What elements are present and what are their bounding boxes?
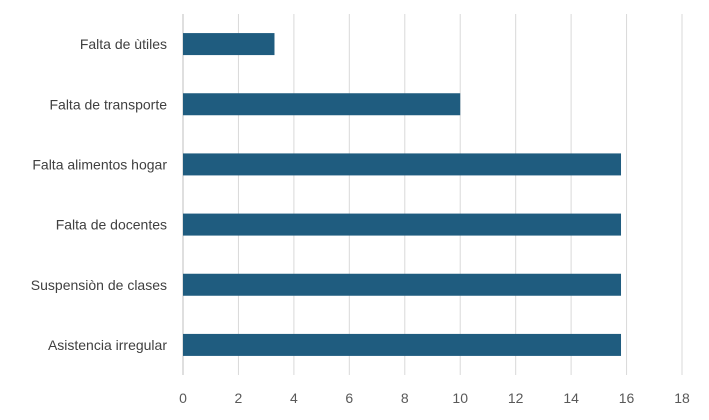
x-tick-labels: 0 2 4 6 8 10 12 14 16 18	[179, 390, 690, 406]
x-tick-label-4: 4	[290, 390, 298, 406]
category-label-3: Falta de docentes	[56, 217, 167, 233]
bar-5	[183, 333, 622, 356]
x-tick-label-12: 12	[508, 390, 524, 406]
bar-2	[183, 153, 622, 176]
category-label-4: Suspensiòn de clases	[31, 277, 167, 293]
x-tick-label-6: 6	[345, 390, 353, 406]
x-tick-label-0: 0	[179, 390, 187, 406]
category-label-2: Falta alimentos hogar	[32, 156, 167, 172]
bar-0	[183, 33, 275, 56]
x-tick-label-2: 2	[235, 390, 243, 406]
category-labels: Falta de ùtiles Falta de transporte Falta …	[31, 36, 168, 353]
bars	[183, 33, 622, 356]
category-label-5: Asistencia irregular	[48, 337, 167, 353]
bar-3	[183, 213, 622, 236]
x-tick-label-8: 8	[401, 390, 409, 406]
x-tick-label-16: 16	[619, 390, 635, 406]
x-tick-label-10: 10	[452, 390, 468, 406]
x-tick-label-18: 18	[674, 390, 690, 406]
gridlines	[182, 14, 683, 375]
category-label-0: Falta de ùtiles	[80, 36, 167, 52]
x-tick-label-14: 14	[563, 390, 579, 406]
category-label-1: Falta de transporte	[49, 96, 167, 112]
bar-1	[183, 93, 461, 116]
bar-4	[183, 273, 622, 296]
